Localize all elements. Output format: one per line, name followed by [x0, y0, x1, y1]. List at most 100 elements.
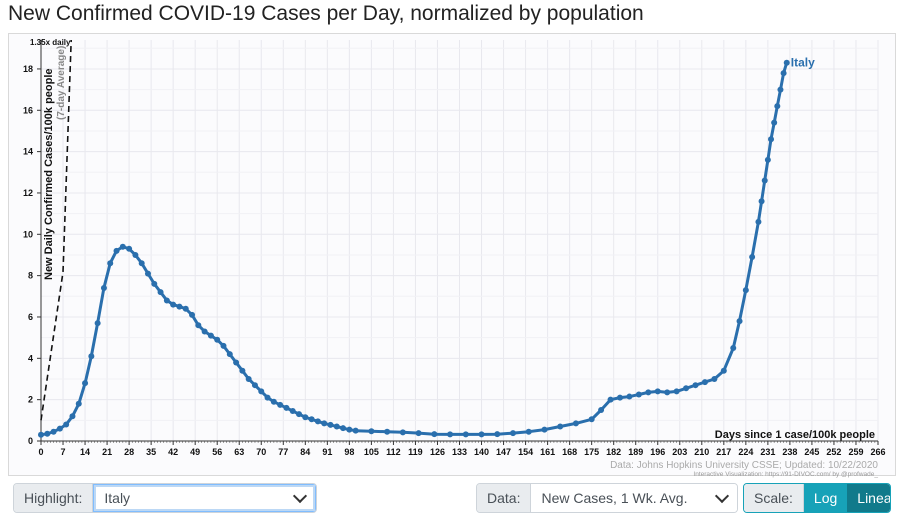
- x-tick-label: 112: [386, 447, 401, 457]
- data-point: [635, 391, 642, 398]
- data-point: [195, 322, 202, 329]
- x-tick-label: 182: [606, 447, 621, 457]
- source-annotation: Data: Johns Hopkins University CSSE; Upd…: [610, 460, 878, 471]
- data-point: [138, 260, 145, 267]
- x-tick-label: 105: [364, 447, 379, 457]
- y-tick-label: 16: [23, 105, 33, 115]
- data-point: [207, 332, 214, 339]
- y-tick-label: 12: [23, 188, 33, 198]
- highlight-value: Italy: [104, 490, 131, 506]
- data-point: [50, 428, 57, 435]
- x-tick-label: 196: [650, 447, 665, 457]
- data-point: [258, 388, 265, 395]
- data-point: [730, 344, 737, 351]
- y-axis-sublabel: (7-day Average): [56, 46, 67, 120]
- data-point: [598, 406, 605, 413]
- data-select[interactable]: New Cases, 1 Wk. Avg.: [531, 484, 737, 512]
- x-tick-label: 119: [408, 447, 423, 457]
- linear-scale-button[interactable]: Linear: [847, 484, 890, 512]
- highlight-label: Highlight:: [14, 484, 94, 512]
- data-point: [277, 401, 284, 408]
- data-point: [38, 431, 44, 438]
- data-point: [761, 177, 768, 184]
- x-tick-label: 154: [518, 447, 533, 457]
- data-point: [384, 428, 391, 435]
- x-tick-label: 133: [452, 447, 467, 457]
- data-point: [107, 260, 114, 267]
- y-axis-label: New Daily Confirmed Cases/100k people: [43, 68, 55, 280]
- data-point: [664, 389, 671, 396]
- data-point: [368, 428, 375, 435]
- data-point: [494, 431, 501, 438]
- x-tick-label: 140: [474, 447, 489, 457]
- highlight-select[interactable]: Italy: [93, 484, 316, 512]
- data-point: [525, 428, 532, 435]
- data-point: [44, 430, 51, 437]
- data-point: [126, 245, 133, 252]
- data-point: [283, 404, 290, 411]
- data-point: [645, 389, 652, 396]
- data-point: [742, 287, 749, 294]
- data-point: [616, 394, 623, 401]
- data-point: [626, 393, 633, 400]
- data-point: [399, 429, 406, 436]
- y-tick-label: 0: [28, 436, 33, 446]
- x-tick-label: 231: [760, 447, 775, 457]
- series-layer: Italy 1.35x daily: [30, 38, 815, 438]
- data-point: [777, 86, 784, 93]
- log-scale-button[interactable]: Log: [803, 484, 848, 512]
- data-point: [270, 398, 277, 405]
- data-point: [233, 359, 240, 366]
- controls-bar: Highlight: Italy Data: New Cases, 1 Wk. …: [13, 483, 893, 513]
- chart-svg: 0 7 14 21 28 35 42 49 56 63 70 77 84 91 98 105 112 119 126…: [23, 38, 886, 478]
- page-title: New Confirmed COVID-19 Cases per Day, no…: [8, 2, 644, 25]
- x-tick-label: 35: [146, 447, 156, 457]
- x-tick-label: 175: [584, 447, 599, 457]
- x-tick-label: 70: [256, 447, 266, 457]
- x-tick-label: 245: [804, 447, 819, 457]
- x-tick-label: 203: [672, 447, 687, 457]
- x-tick-label: 84: [300, 447, 310, 457]
- x-tick-label: 77: [278, 447, 288, 457]
- y-tick-label: 6: [28, 312, 33, 322]
- highlight-group: Highlight: Italy: [13, 483, 317, 513]
- data-point: [462, 431, 469, 438]
- data-point: [509, 430, 516, 437]
- data-point: [692, 382, 699, 389]
- x-tick-label: 189: [628, 447, 643, 457]
- y-tick-label: 14: [23, 147, 33, 157]
- data-point: [119, 243, 126, 250]
- x-tick-label: 7: [61, 447, 66, 457]
- data-point: [132, 251, 139, 258]
- data-point: [340, 425, 347, 432]
- data-point: [654, 388, 661, 395]
- data-point: [69, 413, 76, 420]
- x-tick-label: 266: [870, 447, 885, 457]
- y-tick-label: 4: [28, 353, 33, 363]
- data-point: [557, 423, 564, 430]
- data-point: [170, 301, 177, 308]
- data-point: [201, 328, 208, 335]
- data-point: [157, 289, 164, 296]
- data-point: [783, 59, 790, 66]
- data-point: [94, 320, 101, 327]
- scale-group: Scale: Log Linear: [743, 483, 891, 513]
- x-tick-label: 42: [168, 447, 178, 457]
- x-tick-label: 21: [102, 447, 112, 457]
- data-point: [163, 297, 170, 304]
- x-tick-label: 49: [190, 447, 200, 457]
- data-label: Data:: [477, 484, 532, 512]
- data-point: [572, 420, 579, 427]
- data-point: [63, 421, 70, 428]
- x-axis-label: Days since 1 case/100k people: [715, 429, 875, 441]
- data-point: [296, 411, 303, 418]
- data-point: [736, 318, 743, 325]
- scale-label: Scale:: [744, 484, 804, 512]
- chevron-down-icon: [714, 488, 730, 504]
- data-point: [82, 380, 89, 387]
- data-point: [245, 375, 252, 382]
- y-tick-label: 10: [23, 229, 33, 239]
- data-point: [415, 430, 422, 437]
- data-point: [176, 303, 183, 310]
- data-point: [749, 254, 756, 261]
